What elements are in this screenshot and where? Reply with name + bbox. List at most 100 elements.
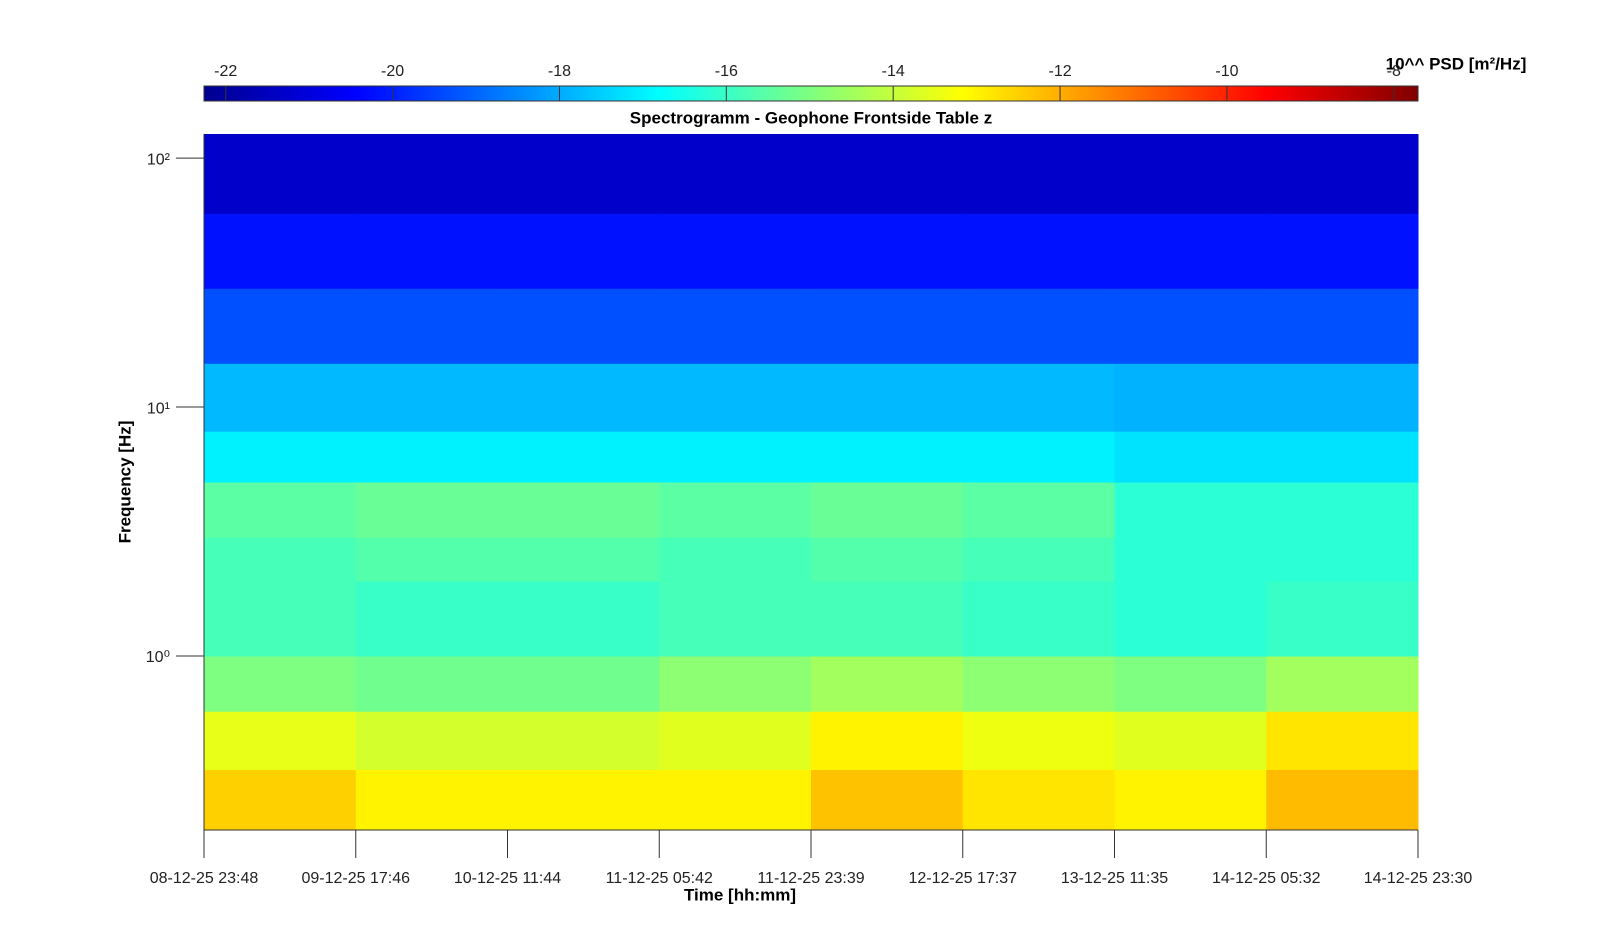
- heatmap-cell: [962, 213, 1115, 289]
- heatmap-cell: [659, 288, 812, 364]
- heatmap-cell: [507, 134, 660, 214]
- x-tick-label: 14-12-25 05:32: [1212, 870, 1321, 887]
- heatmap-cell: [1114, 656, 1267, 712]
- heatmap-cell: [1114, 213, 1267, 289]
- colorbar-tick-label: -10: [1215, 63, 1238, 80]
- colorbar-tick-label: -18: [548, 63, 571, 80]
- heatmap-cell: [1114, 581, 1267, 657]
- heatmap-cell: [1114, 537, 1267, 582]
- heatmap-cell: [1114, 769, 1267, 831]
- colorbar-tick-label: -8: [1387, 63, 1401, 80]
- heatmap-cell: [507, 581, 660, 657]
- heatmap-cell: [811, 363, 964, 432]
- x-tick-label: 10-12-25 11:44: [454, 870, 561, 887]
- heatmap-cell: [1266, 769, 1419, 831]
- heatmap-cell: [507, 711, 660, 770]
- heatmap-cell: [1266, 134, 1419, 214]
- heatmap-cell: [1266, 537, 1419, 582]
- colorbar-tick-label: -20: [381, 63, 404, 80]
- heatmap-cell: [507, 288, 660, 364]
- heatmap-cell: [204, 581, 357, 657]
- heatmap-cell: [204, 288, 357, 364]
- colorbar: [204, 86, 1418, 101]
- heatmap-cell: [1266, 711, 1419, 770]
- heatmap-cell: [204, 711, 357, 770]
- heatmap-cell: [659, 537, 812, 582]
- heatmap-cell: [1266, 581, 1419, 657]
- heatmap-cell: [204, 363, 357, 432]
- heatmap-cell: [811, 213, 964, 289]
- heatmap-cell: [507, 431, 660, 483]
- heatmap-cell: [1266, 482, 1419, 538]
- heatmap-cell: [811, 711, 964, 770]
- heatmap-cell: [811, 431, 964, 483]
- x-tick-label: 13-12-25 11:35: [1061, 870, 1168, 887]
- heatmap-cell: [1266, 288, 1419, 364]
- heatmap-cell: [1114, 134, 1267, 214]
- x-tick-label: 09-12-25 17:46: [301, 870, 410, 887]
- heatmap-cell: [355, 431, 508, 483]
- heatmap-cell: [1114, 482, 1267, 538]
- heatmap-cell: [659, 711, 812, 770]
- x-tick-label: 08-12-25 23:48: [150, 870, 259, 887]
- heatmap-cell: [962, 431, 1115, 483]
- heatmap-cell: [355, 288, 508, 364]
- heatmap-cell: [507, 363, 660, 432]
- heatmap-cell: [355, 537, 508, 582]
- heatmap-cell: [962, 537, 1115, 582]
- heatmap-cell: [355, 213, 508, 289]
- heatmap-cell: [1114, 711, 1267, 770]
- heatmap-cell: [659, 482, 812, 538]
- heatmap-cell: [1266, 363, 1419, 432]
- heatmap-cell: [507, 213, 660, 289]
- heatmap-cell: [962, 363, 1115, 432]
- x-axis-label: Time [hh:mm]: [684, 885, 796, 904]
- y-tick-label: 10²: [147, 151, 171, 168]
- heatmap-cell: [1266, 431, 1419, 483]
- colorbar-frame: [203, 85, 1419, 102]
- heatmap-cell: [355, 656, 508, 712]
- heatmap-cell: [659, 769, 812, 831]
- heatmap-cell: [811, 537, 964, 582]
- heatmap-cell: [204, 656, 357, 712]
- heatmap-cell: [355, 581, 508, 657]
- heatmap-cell: [1114, 431, 1267, 483]
- heatmap-cell: [507, 769, 660, 831]
- heatmap-cell: [962, 769, 1115, 831]
- heatmap-cell: [204, 213, 357, 289]
- x-tick-label: 12-12-25 17:37: [908, 870, 1017, 887]
- heatmap-cell: [355, 363, 508, 432]
- heatmap-cell: [507, 482, 660, 538]
- heatmap-cell: [204, 769, 357, 831]
- x-tick-label: 11-12-25 23:39: [757, 870, 864, 887]
- heatmap-cell: [204, 134, 357, 214]
- colorbar-tick-label: -14: [882, 63, 905, 80]
- heatmap-cell: [811, 134, 964, 214]
- colorbar-tick-label: -22: [214, 63, 237, 80]
- heatmap-cell: [355, 134, 508, 214]
- heatmap-cell: [811, 656, 964, 712]
- heatmap-cell: [659, 581, 812, 657]
- heatmap-cell: [811, 581, 964, 657]
- heatmap-cell: [355, 482, 508, 538]
- y-axis-label: Frequency [Hz]: [115, 421, 134, 544]
- colorbar-label: 10^^ PSD [m²/Hz]: [1386, 54, 1527, 73]
- y-tick-label: 10⁰: [146, 649, 170, 666]
- y-tick-label: 10¹: [147, 400, 170, 417]
- heatmap-cell: [962, 656, 1115, 712]
- heatmap-cell: [204, 482, 357, 538]
- heatmap-cell: [507, 656, 660, 712]
- x-tick-label: 11-12-25 05:42: [606, 870, 713, 887]
- heatmap-cell: [659, 656, 812, 712]
- heatmap-cell: [355, 711, 508, 770]
- heatmap-cell: [962, 711, 1115, 770]
- heatmap-cell: [659, 363, 812, 432]
- heatmap-cell: [659, 431, 812, 483]
- heatmap-cell: [811, 769, 964, 831]
- chart-title: Spectrogramm - Geophone Frontside Table …: [630, 108, 992, 127]
- heatmap-cell: [204, 537, 357, 582]
- colorbar-tick-label: -12: [1048, 63, 1071, 80]
- heatmap-cell: [962, 581, 1115, 657]
- heatmap-cell: [811, 288, 964, 364]
